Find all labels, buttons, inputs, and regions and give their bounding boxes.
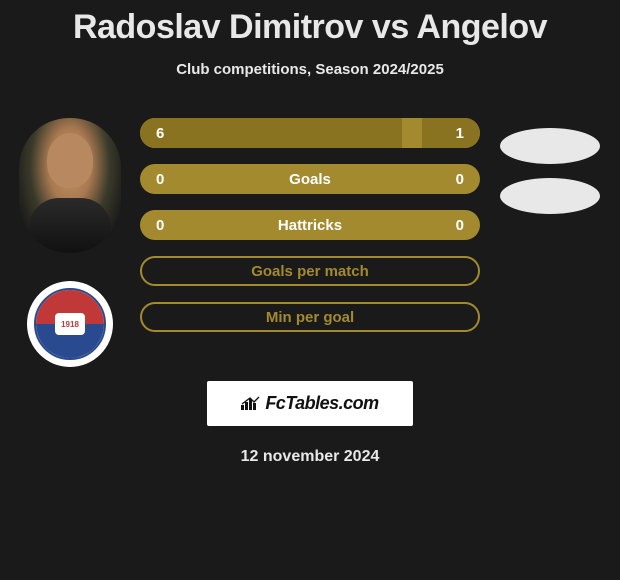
stat-value-player1: 6 <box>156 125 164 142</box>
player1-column: 1918 <box>10 118 130 367</box>
stat-row: 0Goals0 <box>140 164 480 194</box>
stat-value-player1: 0 <box>156 217 164 234</box>
stat-fill-right <box>422 118 480 148</box>
stat-value-player2: 0 <box>456 171 464 188</box>
stat-row-empty: Goals per match <box>140 256 480 286</box>
snapshot-date: 12 november 2024 <box>0 448 620 466</box>
player2-placeholder <box>500 178 600 214</box>
brand-text: FcTables.com <box>265 393 378 413</box>
comparison-subtitle: Club competitions, Season 2024/2025 <box>0 61 620 78</box>
stat-row: 6Matches1 <box>140 118 480 148</box>
stat-fill-left <box>140 118 402 148</box>
player1-club-badge: 1918 <box>27 281 113 367</box>
brand-chart-icon <box>241 394 261 408</box>
footer: FcTables.com 12 november 2024 <box>0 381 620 466</box>
stat-row: 0Hattricks0 <box>140 210 480 240</box>
stat-value-player1: 0 <box>156 171 164 188</box>
stat-label: Hattricks <box>140 217 480 234</box>
player1-photo <box>19 118 121 253</box>
stats-column: 6Matches10Goals00Hattricks0Goals per mat… <box>130 118 490 367</box>
club-badge-year: 1918 <box>55 313 85 335</box>
main-content: 1918 6Matches10Goals00Hattricks0Goals pe… <box>0 118 620 367</box>
comparison-title: Radoslav Dimitrov vs Angelov <box>0 8 620 47</box>
player2-column <box>490 118 610 367</box>
stat-label: Goals <box>140 171 480 188</box>
brand-box[interactable]: FcTables.com <box>207 381 412 426</box>
player2-placeholder <box>500 128 600 164</box>
stat-row-empty: Min per goal <box>140 302 480 332</box>
stat-value-player2: 1 <box>456 125 464 142</box>
stat-value-player2: 0 <box>456 217 464 234</box>
